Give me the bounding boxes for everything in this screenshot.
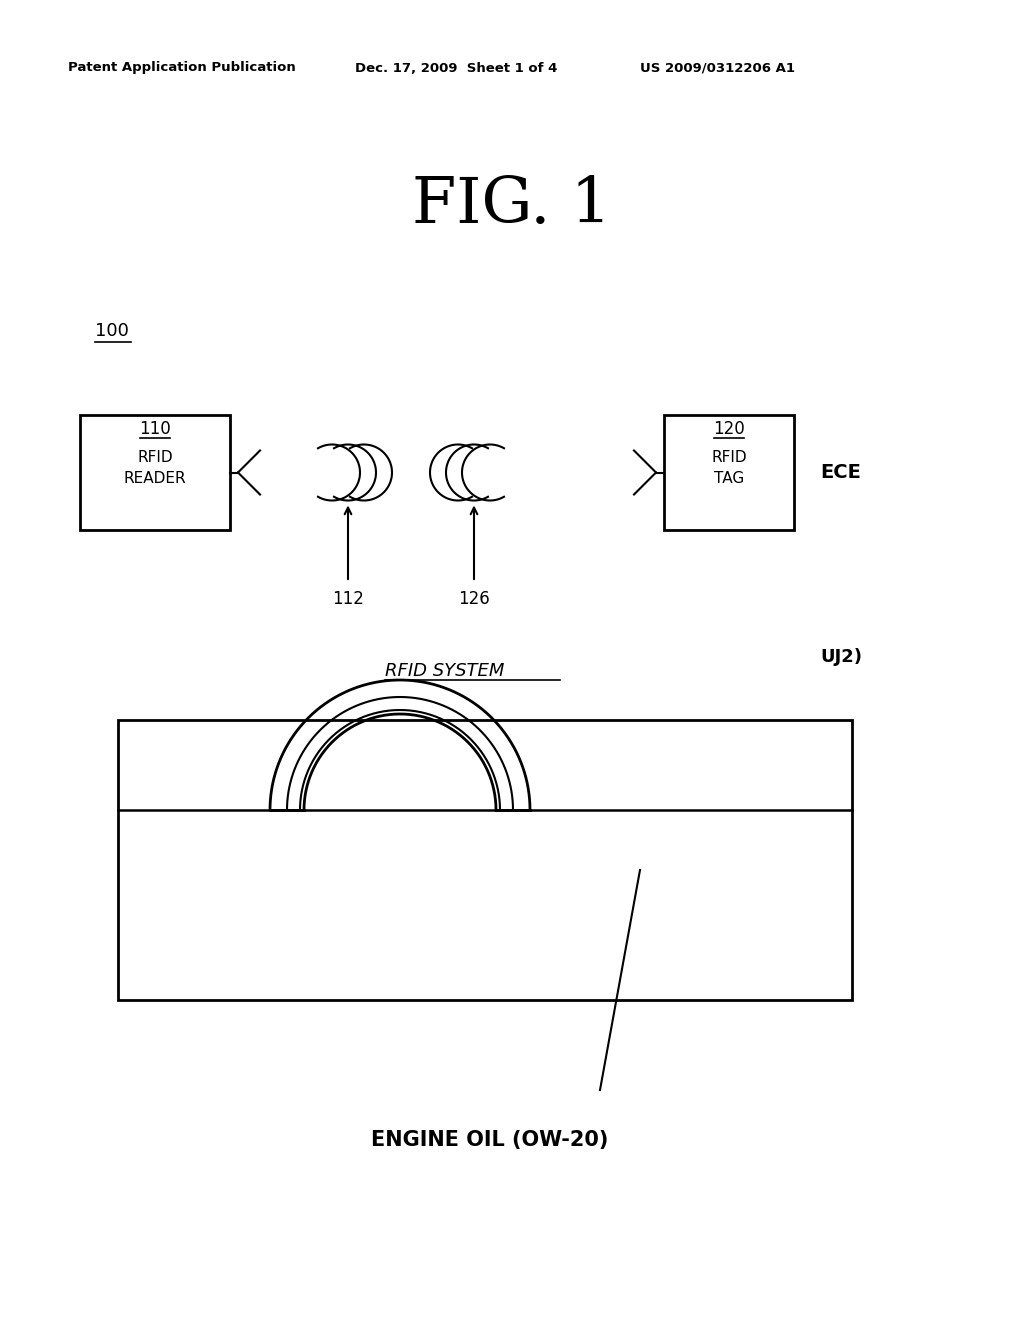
Text: US 2009/0312206 A1: US 2009/0312206 A1 bbox=[640, 62, 795, 74]
Text: ENGINE OIL (OW-20): ENGINE OIL (OW-20) bbox=[372, 1130, 608, 1150]
Text: RFID
TAG: RFID TAG bbox=[712, 450, 746, 486]
Text: ECE: ECE bbox=[820, 463, 861, 482]
Bar bbox=[118, 719, 852, 1001]
Text: FIG. 1: FIG. 1 bbox=[413, 174, 611, 235]
Text: RFID SYSTEM: RFID SYSTEM bbox=[385, 663, 505, 680]
Text: 100: 100 bbox=[95, 322, 129, 341]
Bar bbox=[664, 414, 794, 531]
Text: 110: 110 bbox=[139, 420, 171, 438]
Text: 126: 126 bbox=[458, 590, 489, 609]
Text: Dec. 17, 2009  Sheet 1 of 4: Dec. 17, 2009 Sheet 1 of 4 bbox=[355, 62, 557, 74]
Text: 120: 120 bbox=[713, 420, 744, 438]
Text: UJ2): UJ2) bbox=[820, 648, 862, 667]
Bar bbox=[80, 414, 230, 531]
Text: RFID
READER: RFID READER bbox=[124, 450, 186, 486]
Text: 112: 112 bbox=[332, 590, 364, 609]
Text: Patent Application Publication: Patent Application Publication bbox=[68, 62, 296, 74]
